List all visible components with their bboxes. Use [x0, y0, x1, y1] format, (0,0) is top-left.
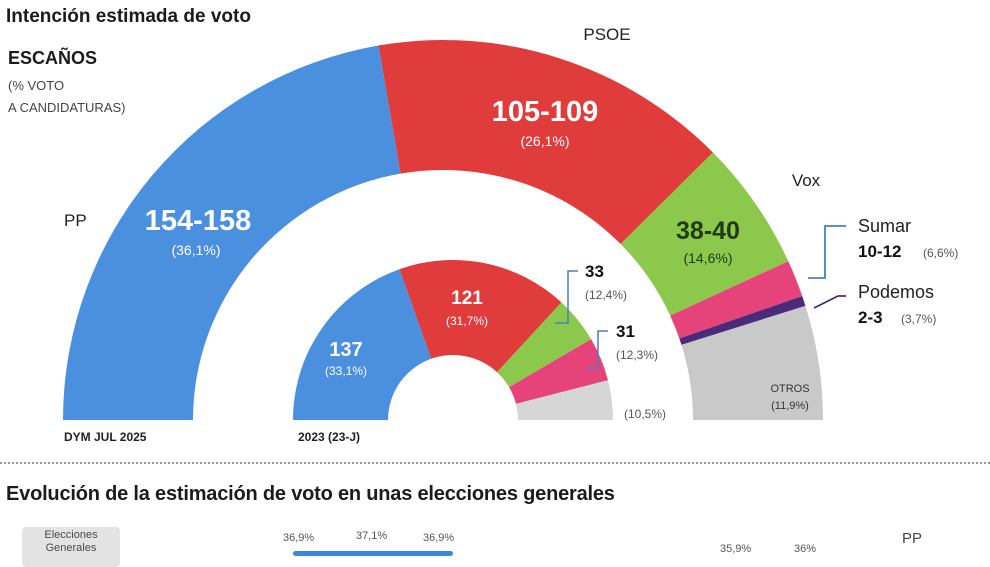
vote-otros-2025: (11,9%): [771, 400, 809, 412]
arc-2025-pp: [63, 45, 401, 421]
arc-2023-pp: [293, 269, 432, 420]
evolution-value-2: 37,1%: [356, 530, 388, 542]
vote-podemos-2025: (3,7%): [901, 312, 936, 326]
vox-2023-leader-line: [555, 270, 578, 324]
party-name-psoe: PSOE: [583, 25, 630, 44]
sumar-2023-leader-line: [587, 330, 608, 369]
vote-vox-2025: (14,6%): [683, 250, 732, 266]
evolution-value-1: 36,9%: [283, 532, 315, 544]
arc-2025-sumar: [670, 261, 803, 339]
arc-2025-podemos: [679, 296, 806, 345]
arc-2025-otros: [681, 305, 823, 420]
vote-psoe-2025: (26,1%): [520, 133, 569, 149]
elecciones-generales-badge: Elecciones Generales: [22, 527, 120, 567]
vote-psoe-2023: (31,7%): [446, 314, 488, 328]
evolution-line-pp: [293, 551, 453, 556]
legend-heading: ESCAÑOS: [8, 47, 97, 68]
seats-podemos-2025: 2-3: [858, 308, 883, 327]
evolution-value-4: 35,9%: [720, 543, 752, 555]
arc-2025-psoe: [378, 40, 713, 245]
arc-2023-sumar: [509, 339, 608, 404]
legend-sub-line-1: (% VOTO: [8, 78, 64, 93]
inner-semicircle: [293, 260, 613, 420]
vote-sumar-2023: (12,3%): [616, 348, 658, 362]
arc-2023-psoe: [399, 260, 562, 373]
evolution-value-3: 36,9%: [423, 532, 455, 544]
legend-sub-line-2: A CANDIDATURAS): [8, 100, 126, 115]
evolution-value-5: 36%: [794, 543, 817, 555]
chart-label-2023: 2023 (23-J): [298, 430, 360, 444]
parliament-chart: Intención estimada de voto ESCAÑOS (% VO…: [6, 6, 958, 444]
section-divider: [0, 462, 990, 464]
evolution-party-pp: PP: [902, 530, 923, 547]
seats-sumar-2023: 31: [616, 322, 635, 341]
seats-vox-2023: 33: [585, 262, 604, 281]
seats-psoe-2023: 121: [451, 288, 483, 309]
vote-pp-2025: (36,1%): [171, 242, 220, 258]
chart-label-2025: DYM JUL 2025: [64, 430, 147, 444]
vote-pp-2023: (33,1%): [325, 364, 367, 378]
vote-otros-2023: (10,5%): [624, 407, 666, 421]
chart-title: Intención estimada de voto: [6, 6, 251, 27]
seats-sumar-2025: 10-12: [858, 242, 901, 261]
evolution-title: Evolución de la estimación de voto en un…: [6, 483, 615, 505]
party-name-podemos: Podemos: [858, 282, 934, 302]
seats-pp-2023: 137: [329, 339, 362, 361]
party-name-vox: Vox: [792, 171, 821, 190]
outer-semicircle: [63, 40, 823, 421]
sumar-leader-line: [808, 225, 846, 279]
arc-2025-vox: [620, 152, 789, 316]
party-name-pp: PP: [64, 211, 87, 230]
seats-psoe-2025: 105-109: [492, 96, 598, 128]
seats-vox-2025: 38-40: [676, 217, 740, 245]
arc-2023-otros: [515, 380, 613, 420]
vote-vox-2023: (12,4%): [585, 288, 627, 302]
otros-label: OTROS: [770, 383, 809, 395]
badge-line-1: Elecciones: [44, 529, 98, 541]
podemos-leader-line: [813, 295, 846, 309]
badge-line-2: Generales: [45, 542, 97, 554]
seats-pp-2025: 154-158: [145, 205, 251, 237]
vote-sumar-2025: (6,6%): [923, 246, 958, 260]
party-name-sumar: Sumar: [858, 216, 911, 236]
